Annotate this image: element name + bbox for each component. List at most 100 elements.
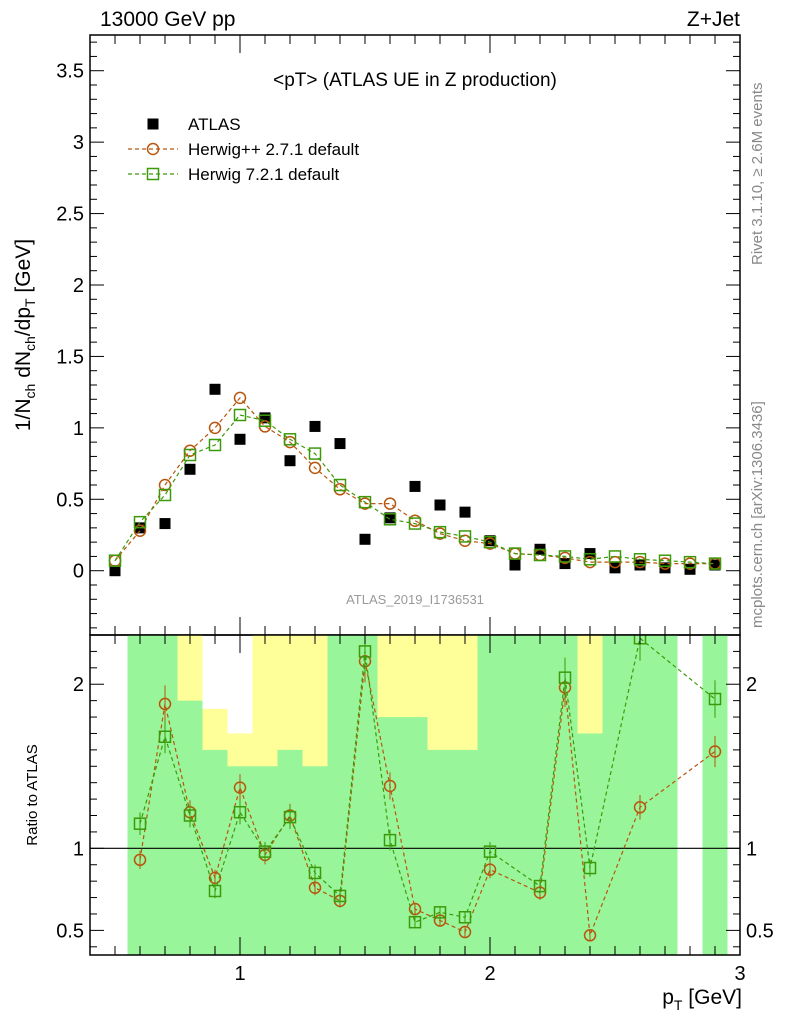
y-tick-label: 1 [73,418,84,440]
point-atlas [459,506,471,518]
main-axis: 0 0.5 1 1.5 2 2.5 3 3.5 [56,35,740,635]
ratio-point-herwigpp [408,902,422,916]
band-green [152,635,178,955]
y-tick-label: 3 [73,132,84,154]
series-line-herwig7 [114,414,716,565]
main-ylabel: 1/Nch dNch/dpT [GeV] [12,239,38,431]
ratio-y-tick-label-right: 1 [746,838,757,860]
ratio-point-herwig7 [533,879,547,893]
point-herwig7 [433,525,447,539]
band-green [477,635,503,955]
ratio-y-tick-label-right: 0.5 [746,920,774,942]
point-herwig7 [158,488,172,502]
point-atlas [159,518,171,530]
side-mcplots-label: mcplots.cern.ch [arXiv:1306.3436] [749,401,766,628]
ratio-point-herwig7 [708,692,722,706]
point-herwigpp [408,514,422,527]
point-atlas [409,480,421,492]
point-herwig7 [508,547,522,560]
point-herwig7 [183,448,197,462]
legend-marker-herwigpp [146,142,160,156]
ratio-bands [90,635,740,955]
point-herwig7 [358,495,372,509]
ratio-point-herwigpp [633,801,647,814]
y-tick-label: 2.5 [56,204,84,226]
point-atlas [109,565,121,577]
ratio-axis: 0.5 0.5 1 1 2 2 1 2 3 [56,635,774,985]
ratio-point-herwig7 [433,906,447,919]
ratio-point-herwigpp [133,853,147,867]
band-green [602,635,628,955]
ratio-point-herwigpp [208,871,222,885]
point-atlas [309,420,321,432]
point-herwigpp [158,478,172,492]
ratio-point-herwig7 [458,911,472,924]
ratio-point-herwig7 [133,817,147,830]
ratio-point-herwig7 [258,845,272,858]
ratio-point-herwig7 [358,645,372,658]
ratio-point-herwigpp [583,929,597,942]
point-atlas [234,433,246,445]
point-atlas [209,383,221,395]
ratio-point-herwig7 [233,805,247,819]
point-atlas [184,463,196,475]
band-green [277,749,303,955]
point-herwig7 [108,554,122,567]
ratio-plot-marks [133,635,722,942]
ratio-point-herwig7 [408,915,422,929]
point-herwigpp [233,391,247,405]
point-herwig7 [708,557,722,570]
y-tick-label: 0.5 [56,489,84,511]
point-herwigpp [108,554,122,567]
point-herwigpp [333,483,347,496]
ratio-point-herwigpp [233,781,247,794]
ratio-ylabel: Ratio to ATLAS [24,744,41,845]
point-herwig7 [558,550,572,563]
point-herwig7 [233,408,247,422]
point-herwig7 [483,535,497,549]
ratio-point-herwig7 [483,845,497,858]
x-tick-label: 3 [734,963,745,985]
y-tick-label: 2 [73,275,84,297]
ratio-point-herwigpp [708,745,722,758]
point-atlas [484,535,496,547]
legend-marker-atlas [147,118,159,130]
x-tick-label: 1 [234,963,245,985]
ratio-point-herwig7 [383,833,397,847]
x-tick-label: 2 [484,963,495,985]
band-green [202,749,228,955]
ratio-y-tick-label: 2 [73,674,84,696]
y-tick-label: 1.5 [56,346,84,368]
point-herwig7 [383,513,397,526]
point-herwigpp [208,421,222,435]
main-panel: 0 0.5 1 1.5 2 2.5 3 3.5 <pT> (ATLAS UE in Z pro… [12,34,741,636]
legend: ATLAS Herwig++ 2.7.1 default Herwig 7.2.1 … [128,115,359,184]
main-marks-clipped [108,383,722,577]
point-atlas [434,499,446,511]
y-tick-label: 3.5 [56,61,84,83]
ratio-point-herwig7 [283,810,297,824]
band-green [452,749,478,955]
ratio-point-herwig7 [583,861,597,875]
point-herwig7 [333,478,347,492]
point-atlas [259,412,271,424]
header-right: Z+Jet [687,8,740,31]
series-line-herwigpp [114,396,715,565]
ratio-point-herwig7 [308,866,322,880]
ratio-point-herwig7 [183,809,197,822]
point-herwig7 [133,515,147,529]
point-atlas [334,438,346,450]
ratio-line-herwig7 [139,637,716,923]
legend-marker-herwig7 [146,167,160,181]
band-green [502,635,528,955]
analysis-id: ATLAS_2019_I1736531 [346,592,484,607]
point-herwig7 [608,550,622,563]
ratio-point-herwig7 [208,884,222,898]
point-atlas [284,455,296,467]
ratio-point-herwigpp [483,863,497,876]
point-herwig7 [408,517,422,530]
point-herwigpp [308,461,322,475]
ratio-point-herwigpp [458,925,472,939]
ratio-point-herwigpp [383,779,397,793]
point-herwig7 [683,555,697,569]
